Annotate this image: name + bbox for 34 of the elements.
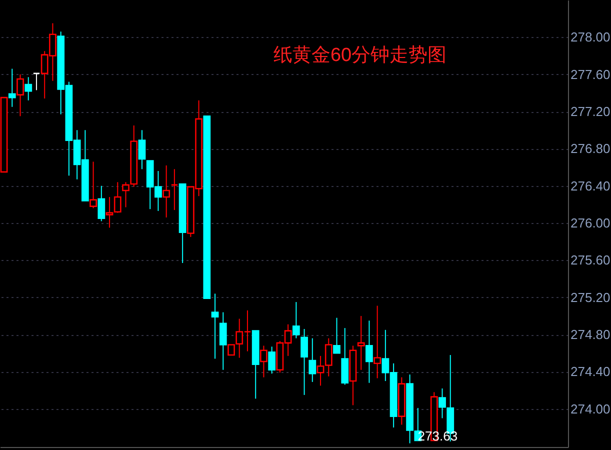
candlestick: [308, 338, 316, 382]
candlestick: [374, 305, 382, 379]
y-tick-label: 274.40: [570, 364, 610, 380]
candlestick: [16, 74, 24, 117]
candlestick: [211, 293, 219, 360]
y-tick-label: 275.20: [570, 290, 610, 305]
candlestick: [24, 76, 32, 101]
candlestick: [98, 185, 106, 222]
y-tick-label: 276.00: [570, 216, 610, 231]
candlestick: [90, 161, 97, 209]
y-tick-label: 274.80: [570, 327, 610, 342]
y-tick-label: 278.00: [570, 30, 610, 45]
candlestick: [32, 72, 40, 91]
candlestick: [300, 328, 308, 396]
candlestick: [268, 346, 276, 374]
y-tick-label: 277.60: [570, 66, 610, 82]
candlestick: [219, 312, 227, 370]
candlestick: [170, 168, 178, 211]
candlestick: [366, 320, 373, 384]
candlestick: [357, 315, 365, 370]
candlestick: [333, 317, 340, 354]
y-tick-label: 277.20: [570, 104, 610, 120]
candlestick: [260, 345, 268, 378]
candlestick: [8, 68, 16, 108]
y-tick-label: 274.00: [570, 401, 610, 416]
candlestick: [138, 130, 146, 170]
candlestick: [162, 164, 170, 218]
y-tick-label: 275.60: [570, 252, 610, 268]
y-tick-label: 276.40: [570, 178, 610, 194]
y-tick-label: 276.80: [570, 141, 610, 156]
candlestick: [292, 302, 300, 339]
candlestick: [122, 182, 130, 208]
candlestick: [438, 388, 446, 419]
text: 纸黄金60分钟走势图: [273, 45, 447, 66]
